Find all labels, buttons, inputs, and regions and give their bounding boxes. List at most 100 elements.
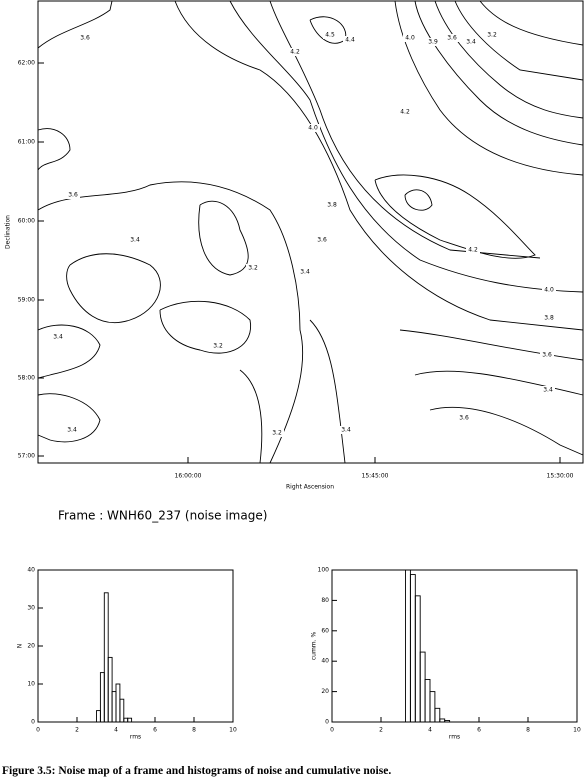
map-frame <box>37 0 584 464</box>
y-tick-label: 20 <box>321 688 329 695</box>
y-tick-label: 60 <box>321 627 329 634</box>
contour-line <box>66 253 161 324</box>
x-tick-label: 0 <box>330 727 334 734</box>
contour-line <box>309 319 346 464</box>
y-axis-label: cumm. % <box>311 632 318 661</box>
contour-label-bg <box>339 426 353 434</box>
contour-label: 4.5 <box>325 32 335 39</box>
contour-label: 3.6 <box>68 192 78 199</box>
contour-line <box>479 0 584 46</box>
contour-label-bg <box>246 264 260 272</box>
contour-label-bg <box>485 31 499 39</box>
contour-line <box>37 128 71 171</box>
contour-label-bg <box>542 286 556 294</box>
contour-label: 3.4 <box>341 427 351 434</box>
contour-label-bg <box>306 124 320 132</box>
contour-label-bg <box>323 31 337 39</box>
x-tick-label: 4 <box>428 727 432 734</box>
hist-frame <box>37 569 234 723</box>
hist-bar <box>409 574 416 723</box>
x-tick-label: 10 <box>573 727 581 734</box>
contour-label-bg <box>445 34 459 42</box>
y-tick-label: 61:00 <box>18 139 35 146</box>
x-axis-label: rms <box>449 734 460 741</box>
hist-bar <box>424 678 431 723</box>
contour-label: 3.8 <box>544 315 554 322</box>
y-tick-label: 20 <box>27 643 35 650</box>
frame-note: Frame : WNH60_237 (noise image) <box>58 509 267 523</box>
hist-bar <box>103 592 109 723</box>
contour-line <box>269 0 541 259</box>
y-tick-label: 80 <box>321 597 329 604</box>
contour-label: 4.2 <box>400 109 410 116</box>
contour-label: 3.9 <box>428 39 438 46</box>
contour-label-bg <box>540 351 554 359</box>
y-tick-label: 0 <box>31 719 35 726</box>
contour-line <box>229 0 584 293</box>
hist-bar <box>107 656 113 723</box>
contour-line <box>37 0 113 49</box>
contour-line <box>239 369 263 464</box>
contour-lines <box>37 0 584 464</box>
contour-line <box>174 0 584 331</box>
hist-bar <box>115 683 121 723</box>
y-axis-label: N <box>17 644 24 649</box>
contour-label: 4.4 <box>345 37 355 44</box>
contour-label: 3.2 <box>272 430 282 437</box>
x-axis-label: rms <box>130 734 141 741</box>
contour-line <box>399 329 584 361</box>
contour-label-bg <box>466 246 480 254</box>
contour-line <box>394 0 584 176</box>
hist-bar <box>419 651 426 723</box>
contour-label-bg <box>542 314 556 322</box>
contour-label: 3.8 <box>327 202 337 209</box>
contour-label-bg <box>65 426 79 434</box>
hist-bar <box>444 720 451 723</box>
y-tick-label: 30 <box>27 605 35 612</box>
hist-frame <box>331 569 578 723</box>
contour-label-bg <box>464 38 478 46</box>
contour-label-bg <box>270 429 284 437</box>
y-tick-label: 40 <box>321 658 329 665</box>
contour-label: 4.0 <box>544 287 554 294</box>
contour-label: 3.6 <box>459 415 469 422</box>
y-tick-label: 62:00 <box>18 60 35 67</box>
contour-label-bg <box>78 34 92 42</box>
contour-line <box>404 189 433 211</box>
caption: Figure 3.5: Noise map of a frame and his… <box>2 765 391 777</box>
contour-line <box>414 370 584 396</box>
contour-line <box>37 181 304 464</box>
caption-text: Noise map of a frame and histograms of n… <box>58 765 391 777</box>
contour-label-bg <box>211 342 225 350</box>
contour-label-bg <box>541 386 555 394</box>
contour-line <box>198 200 249 276</box>
contour-line <box>374 174 536 259</box>
contour-label: 4.0 <box>308 125 318 132</box>
caption-label: Figure 3.5: <box>2 765 55 777</box>
hist-bar <box>414 595 421 723</box>
hist-bar <box>429 691 436 723</box>
contour-label: 3.4 <box>67 427 77 434</box>
y-tick-label: 0 <box>325 719 329 726</box>
contour-label: 4.0 <box>405 35 415 42</box>
contour-label-bg <box>315 236 329 244</box>
hist-bar <box>99 672 105 723</box>
x-tick-label: 6 <box>477 727 481 734</box>
contour-label: 3.4 <box>130 237 140 244</box>
x-tick-label: 15:45:00 <box>362 473 389 480</box>
x-tick-label: 8 <box>192 727 196 734</box>
contour-label-bg <box>398 108 412 116</box>
y-tick-label: 59:00 <box>18 297 35 304</box>
x-axis-label: Right Ascension <box>286 484 334 491</box>
contour-line <box>37 324 101 379</box>
contour-label: 3.4 <box>543 387 553 394</box>
contour-label-bg <box>66 191 80 199</box>
x-tick-label: 10 <box>229 727 237 734</box>
x-tick-label: 15:30:00 <box>547 473 574 480</box>
y-tick-label: 58:00 <box>18 375 35 382</box>
contour-label-bg <box>128 236 142 244</box>
contour-label-bg <box>426 38 440 46</box>
hist-bar <box>405 569 411 723</box>
y-tick-label: 100 <box>318 567 330 574</box>
